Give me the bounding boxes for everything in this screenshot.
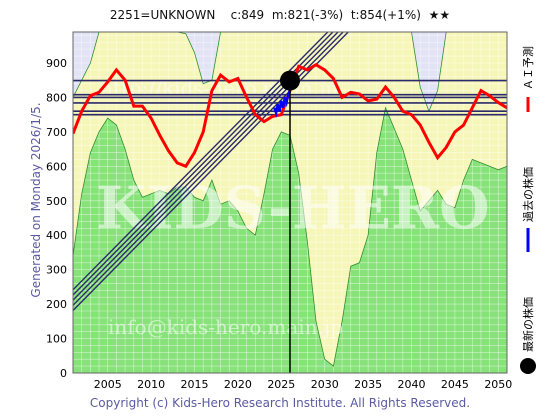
minimum-price: m:821(-3%) <box>271 8 344 22</box>
x-axis-ticks: 2005 2010 2015 2020 2025 2030 2035 2040 2045 2050 <box>94 378 513 391</box>
y-tick-label: 0 <box>60 367 67 380</box>
rating-stars: ★★ <box>428 8 451 22</box>
target-price: t:854(+1%) <box>350 8 421 22</box>
current-price: c:849 <box>230 8 265 22</box>
legend: ＡＩ予測 過去の株価 最新の株価 <box>520 46 536 374</box>
y-tick-label: 600 <box>46 160 67 173</box>
plot-frame <box>72 31 508 374</box>
watermark-brand: KIDS-HERO <box>96 174 490 242</box>
legend-history-label: 過去の株価 <box>521 167 535 222</box>
y-tick-label: 700 <box>46 126 67 139</box>
x-tick-label: 2010 <box>137 378 165 391</box>
y-tick-label: 500 <box>46 195 67 208</box>
legend-ai-label: ＡＩ予測 <box>521 46 535 90</box>
x-tick-label: 2005 <box>94 378 122 391</box>
x-tick-label: 2030 <box>311 378 339 391</box>
y-tick-label: 400 <box>46 229 67 242</box>
y-tick-label: 800 <box>46 91 67 104</box>
x-tick-label: 2050 <box>484 378 512 391</box>
x-tick-label: 2020 <box>224 378 252 391</box>
y-tick-label: 300 <box>46 264 67 277</box>
copyright-notice: Copyright (c) Kids-Hero Research Institu… <box>89 396 471 410</box>
y-tick-label: 100 <box>46 333 67 346</box>
x-tick-label: 2040 <box>398 378 426 391</box>
current-price-dot <box>280 70 300 91</box>
x-tick-label: 2025 <box>267 378 295 391</box>
y-tick-label: 900 <box>46 57 67 70</box>
y-axis-ticks: 0 100 200 300 400 500 600 700 800 900 <box>46 57 67 380</box>
x-tick-label: 2045 <box>441 378 469 391</box>
watermark-email: info@kids-hero.main.jp <box>108 315 343 339</box>
past-price-line <box>273 90 292 118</box>
legend-latest-dot <box>520 358 536 374</box>
stock-code-name: 2251=UNKNOWN <box>109 8 216 22</box>
y-tick-label: 200 <box>46 298 67 311</box>
trend-channel-line <box>73 32 329 291</box>
x-tick-label: 2015 <box>181 378 209 391</box>
legend-latest-label: 最新の株価 <box>521 297 535 352</box>
x-tick-label: 2035 <box>354 378 382 391</box>
chart-header: 2251=UNKNOWN c:849 m:821(-3%) t:854(+1%)… <box>0 8 560 22</box>
